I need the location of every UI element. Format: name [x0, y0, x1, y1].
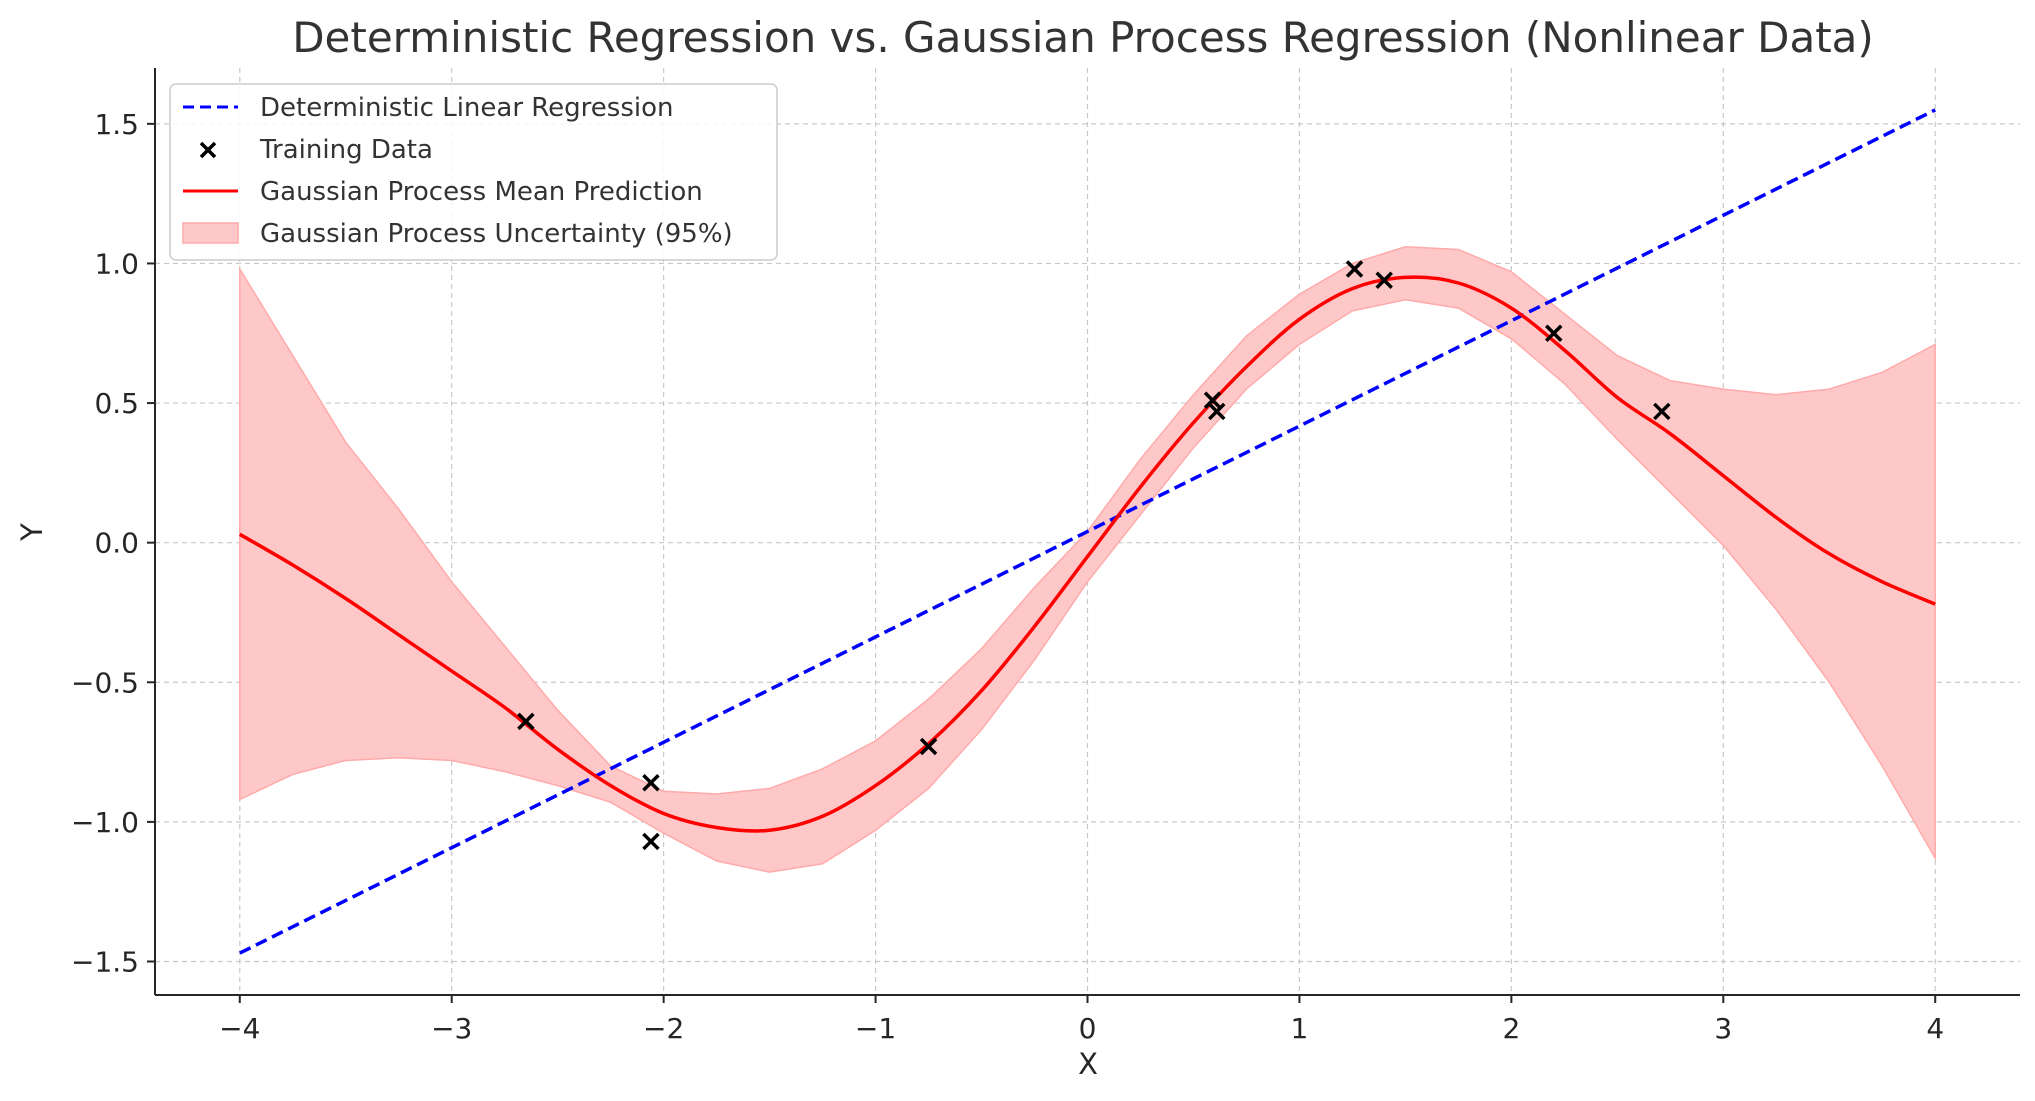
linear-regression-line: [238, 108, 1937, 955]
x-tick-label: −2: [643, 1012, 684, 1045]
x-axis-title: X: [1078, 1047, 1098, 1081]
training-point: [1203, 391, 1222, 410]
training-point: [517, 712, 535, 731]
x-axis-ticks: −4 −3 −2 −1 0 1 2 3 4: [219, 995, 1944, 1045]
training-point: [1208, 402, 1226, 421]
x-tick-label: −3: [431, 1012, 472, 1045]
training-point: [642, 774, 660, 792]
legend-box: [169, 83, 778, 261]
training-point: [642, 832, 660, 851]
legend: Deterministic Linear Regression Training…: [169, 83, 778, 261]
legend-label-linear: Deterministic Linear Regression: [260, 93, 674, 123]
y-tick-label: 1.5: [94, 108, 139, 141]
x-tick-label: 0: [1079, 1012, 1097, 1045]
y-tick-label: −0.5: [71, 666, 139, 699]
training-point: [1345, 260, 1364, 278]
y-tick-label: 0.0: [94, 527, 139, 560]
y-axis-title: Y: [15, 523, 49, 542]
x-tick-label: −4: [219, 1012, 260, 1045]
x-tick-label: −1: [855, 1012, 896, 1045]
training-data-markers: [517, 260, 1671, 851]
x-tick-label: 3: [1714, 1012, 1732, 1045]
legend-swatch-training: [199, 141, 217, 159]
legend-swatch-uncertainty: [182, 222, 239, 244]
chart-title: Deterministic Regression vs. Gaussian Pr…: [292, 13, 1874, 62]
x-tick-label: 4: [1926, 1012, 1944, 1045]
y-tick-label: −1.5: [71, 945, 139, 978]
training-point: [1375, 271, 1393, 289]
training-point: [1545, 324, 1563, 342]
x-tick-label: 2: [1502, 1012, 1520, 1045]
y-tick-label: −1.0: [71, 806, 139, 839]
y-tick-label: 0.5: [94, 387, 139, 420]
y-axis-ticks: −1.5 −1.0 −0.5 0.0 0.5 1.0 1.5: [71, 108, 155, 978]
legend-label-training: Training Data: [259, 135, 433, 165]
legend-label-gp-mean: Gaussian Process Mean Prediction: [260, 177, 703, 207]
x-tick-label: 1: [1291, 1012, 1309, 1045]
training-point: [919, 737, 938, 756]
y-tick-label: 1.0: [94, 247, 139, 280]
legend-label-uncertainty: Gaussian Process Uncertainty (95%): [260, 219, 733, 249]
training-point: [1653, 402, 1671, 421]
